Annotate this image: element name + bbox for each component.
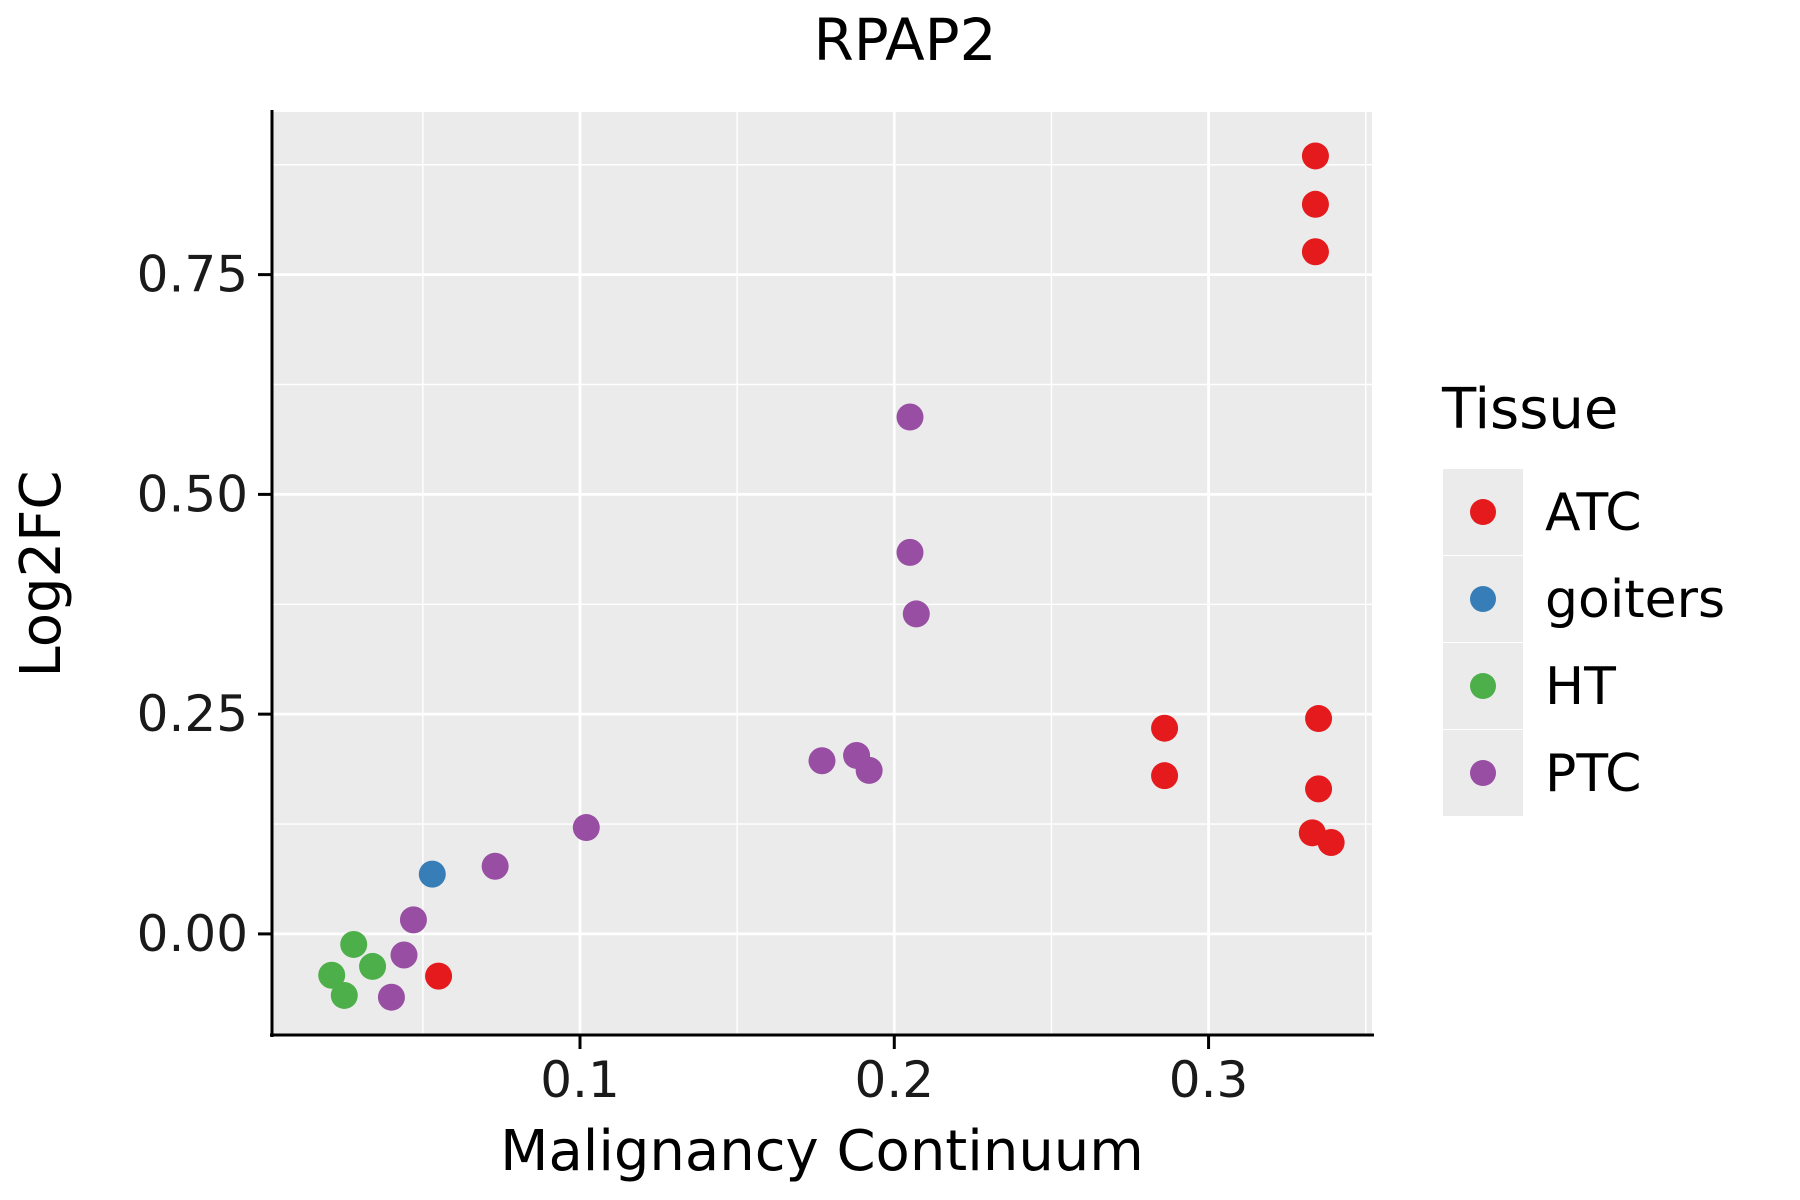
y-axis-title: Log2FC [9,471,74,678]
y-tick-label: 0.50 [137,465,248,523]
point-ptc [390,941,418,969]
legend-label-atc: ATC [1545,483,1642,543]
legend-label-ht: HT [1545,657,1616,717]
legend-title: Tissue [1441,377,1618,442]
x-axis-title: Malignancy Continuum [500,1119,1144,1184]
point-atc [425,962,453,990]
point-atc [1301,238,1329,266]
point-atc [1317,828,1345,856]
point-ht [340,930,368,958]
point-atc [1301,190,1329,218]
point-ptc [896,403,924,431]
point-ptc [808,747,836,775]
point-ptc [896,538,924,566]
legend-label-goiters: goiters [1545,570,1725,630]
x-tick-label: 0.2 [855,1051,935,1109]
point-ht [318,961,346,989]
point-ptc [855,756,883,784]
axes-layer: 0.1 0.2 0.3 0.00 0.25 0.50 0.75 [137,110,1374,1109]
panel-background [272,112,1372,1035]
legend-key-dot-ht [1470,673,1496,699]
point-ptc [481,852,509,880]
point-atc [1305,775,1333,803]
legend: Tissue ATC goiters HT PTC [1441,377,1725,816]
point-atc [1151,762,1179,790]
point-atc [1301,142,1329,170]
point-ht [359,952,387,980]
point-ptc [902,600,930,628]
x-tick-label: 0.1 [540,1051,620,1109]
point-atc [1151,714,1179,742]
point-ht [330,981,358,1009]
point-goiters [418,860,446,888]
plot-panel [272,112,1372,1035]
y-tick-label: 0.25 [137,685,248,743]
point-ptc [399,906,427,934]
data-points-layer [318,142,1345,1011]
x-tick-label: 0.3 [1169,1051,1249,1109]
chart-title: RPAP2 [813,6,996,74]
legend-key-dot-ptc [1470,760,1496,786]
y-tick-label: 0.75 [137,246,248,304]
point-atc [1305,705,1333,733]
point-ptc [377,983,405,1011]
y-tick-label: 0.00 [137,905,248,963]
legend-key-dot-goiters [1470,586,1496,612]
legend-label-ptc: PTC [1545,744,1641,804]
point-ptc [572,814,600,842]
legend-key-dot-atc [1470,499,1496,525]
